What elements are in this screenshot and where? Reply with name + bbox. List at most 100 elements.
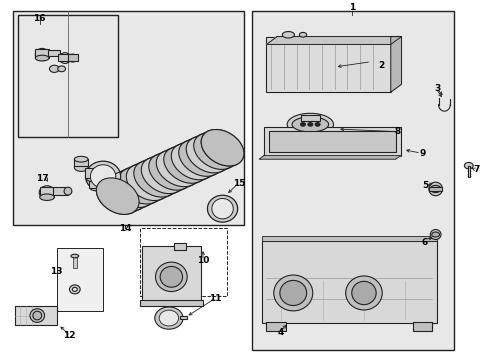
Ellipse shape (431, 232, 439, 237)
Ellipse shape (464, 162, 472, 169)
Ellipse shape (71, 254, 79, 258)
Ellipse shape (279, 280, 306, 306)
Ellipse shape (429, 229, 440, 239)
Bar (18, 15, 118, 137)
Ellipse shape (96, 178, 139, 215)
Text: 14: 14 (119, 224, 131, 233)
Ellipse shape (155, 307, 183, 329)
Ellipse shape (64, 187, 72, 195)
Ellipse shape (273, 275, 312, 311)
Ellipse shape (74, 163, 88, 171)
Bar (266, 37, 390, 92)
Bar (261, 241, 436, 323)
Bar (251, 12, 453, 350)
Bar (173, 243, 185, 250)
Bar (53, 187, 68, 195)
Bar (142, 246, 200, 302)
Bar (48, 50, 60, 56)
Bar (58, 54, 72, 61)
Ellipse shape (59, 53, 71, 63)
Ellipse shape (85, 171, 96, 181)
Ellipse shape (103, 175, 146, 211)
Bar (180, 316, 186, 319)
Bar (40, 187, 54, 197)
Ellipse shape (30, 309, 44, 322)
Ellipse shape (299, 32, 306, 37)
Text: 1: 1 (348, 3, 354, 12)
Text: 15: 15 (233, 179, 245, 188)
Ellipse shape (40, 194, 54, 201)
Ellipse shape (141, 157, 183, 194)
Ellipse shape (179, 140, 221, 176)
Ellipse shape (39, 186, 55, 199)
Bar (13, 12, 244, 225)
Ellipse shape (156, 150, 199, 187)
Text: 11: 11 (208, 294, 221, 303)
Bar (268, 131, 395, 152)
Ellipse shape (126, 164, 169, 201)
Bar (57, 248, 103, 311)
Ellipse shape (171, 143, 214, 180)
Ellipse shape (96, 178, 139, 215)
Ellipse shape (68, 54, 77, 62)
Bar (467, 166, 469, 177)
Ellipse shape (134, 161, 176, 197)
Text: 16: 16 (33, 14, 46, 23)
Ellipse shape (428, 182, 442, 196)
Ellipse shape (286, 113, 333, 135)
Polygon shape (259, 156, 400, 159)
Ellipse shape (160, 266, 182, 287)
Ellipse shape (74, 156, 88, 162)
Ellipse shape (315, 123, 320, 126)
Bar (266, 321, 285, 330)
Bar (35, 49, 49, 58)
Text: 6: 6 (421, 238, 427, 247)
Polygon shape (390, 37, 401, 92)
Ellipse shape (300, 123, 305, 126)
Ellipse shape (35, 48, 49, 60)
Bar (140, 228, 227, 296)
Ellipse shape (163, 147, 206, 183)
Ellipse shape (351, 281, 375, 305)
Text: 13: 13 (50, 267, 63, 276)
Bar (68, 54, 78, 61)
Ellipse shape (429, 185, 440, 193)
Bar (264, 127, 400, 156)
Bar (74, 159, 88, 166)
Bar (412, 321, 431, 330)
Ellipse shape (201, 130, 244, 166)
Ellipse shape (193, 133, 236, 170)
Ellipse shape (155, 262, 187, 292)
Text: 2: 2 (377, 61, 384, 70)
Ellipse shape (90, 165, 116, 188)
Ellipse shape (207, 195, 237, 222)
Ellipse shape (89, 184, 102, 191)
Text: 12: 12 (62, 332, 75, 341)
Ellipse shape (345, 276, 382, 310)
Text: 10: 10 (197, 256, 209, 265)
Text: 17: 17 (36, 174, 48, 183)
Text: 8: 8 (394, 127, 400, 136)
Ellipse shape (111, 171, 154, 207)
Ellipse shape (186, 136, 228, 173)
Polygon shape (266, 37, 401, 44)
Text: 4: 4 (277, 328, 284, 337)
Bar (261, 235, 436, 241)
Bar (300, 115, 320, 121)
Ellipse shape (119, 167, 161, 204)
Ellipse shape (85, 161, 121, 192)
Ellipse shape (33, 311, 41, 320)
Ellipse shape (307, 123, 312, 126)
Text: 9: 9 (418, 149, 425, 158)
Bar (428, 187, 441, 191)
Bar (89, 181, 102, 188)
Ellipse shape (291, 117, 328, 132)
Ellipse shape (159, 310, 178, 326)
Ellipse shape (201, 130, 244, 166)
Ellipse shape (72, 287, 77, 291)
Ellipse shape (282, 32, 294, 38)
Ellipse shape (49, 65, 59, 72)
Bar (140, 300, 203, 306)
Bar (73, 257, 77, 268)
Ellipse shape (69, 285, 80, 294)
